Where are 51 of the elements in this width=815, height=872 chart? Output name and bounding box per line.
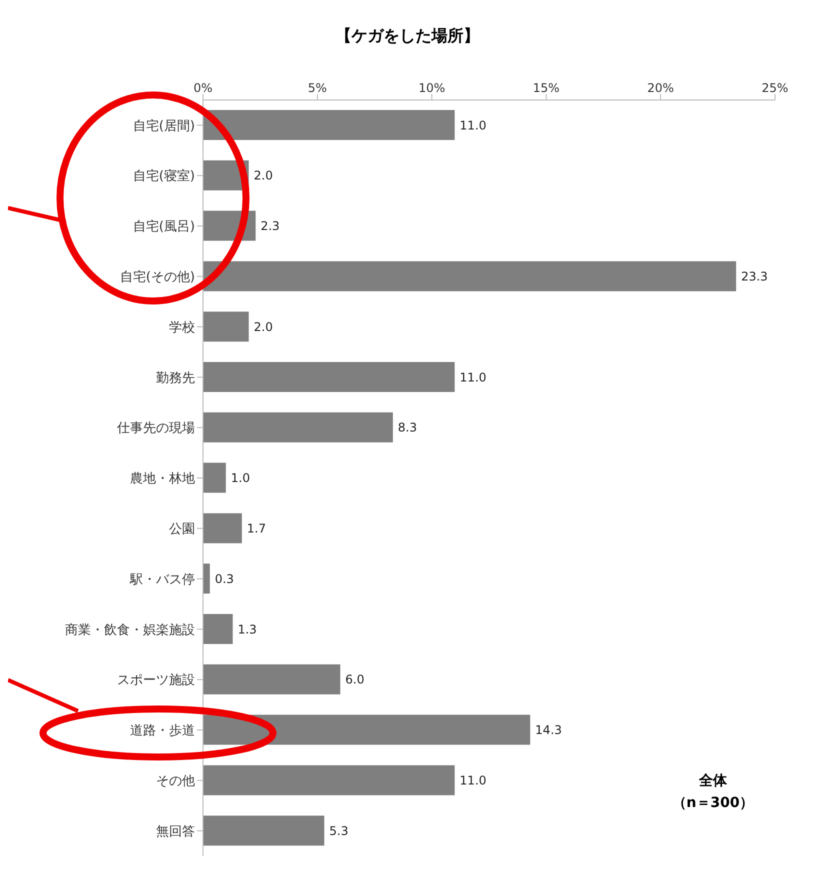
data-label: 0.3 [214,572,234,586]
y-tick-label: 学校 [169,320,195,336]
data-label: 6.0 [345,672,364,687]
bar [203,110,455,140]
bar [203,412,393,442]
bar [203,614,233,644]
y-tick-label: その他 [156,774,195,790]
data-label: 8.3 [398,420,417,435]
data-label: 1.0 [230,471,250,486]
y-tick-label: 道路・歩道 [130,724,195,739]
data-label: 11.0 [460,370,486,384]
bar [203,261,736,292]
x-tick-label: 0% [193,81,213,95]
x-tick-label: 20% [647,81,674,95]
bar [203,564,210,594]
chart-title: 【ケガをした場所】 [334,26,480,47]
data-label: 2.0 [254,168,273,183]
data-label: 11.0 [460,773,486,788]
annotation: （n＝300） [671,794,755,813]
x-tick-label: 25% [762,81,788,95]
y-tick-label: スポーツ施設 [117,673,195,688]
y-tick-label: 農地・林地 [130,472,195,487]
y-tick-label: 自宅(その他) [120,269,195,286]
x-tick-label: 15% [532,81,560,95]
data-label: 1.3 [238,622,257,636]
bar [203,312,249,342]
y-tick-label: 自宅(風呂) [132,218,195,235]
y-tick-label: 自宅(寝室) [132,168,195,184]
y-tick-label: 商業・飲食・娯楽施設 [65,622,195,638]
bar [203,362,455,392]
y-tick-label: 自宅(居間) [132,118,195,134]
bar [203,462,226,493]
x-tick-label: 10% [418,81,446,95]
data-label: 23.3 [741,269,768,284]
bar [203,664,340,694]
y-tick-label: 無回答 [156,824,195,840]
x-tick-label: 5% [308,81,327,95]
annotation: 全体 [698,772,728,791]
data-label: 1.7 [246,521,266,536]
data-label: 5.3 [329,824,348,838]
y-tick-label: 仕事先の現場 [116,421,195,436]
bar [203,513,242,544]
bar [203,765,455,796]
data-label: 14.3 [535,723,562,738]
y-tick-label: 駅・バス停 [129,572,195,588]
data-label: 11.0 [460,118,486,132]
y-tick-label: 公園 [169,522,195,538]
bar [203,816,324,846]
y-tick-label: 勤務先 [156,370,195,386]
data-label: 2.3 [260,219,280,234]
data-label: 2.0 [254,320,273,334]
